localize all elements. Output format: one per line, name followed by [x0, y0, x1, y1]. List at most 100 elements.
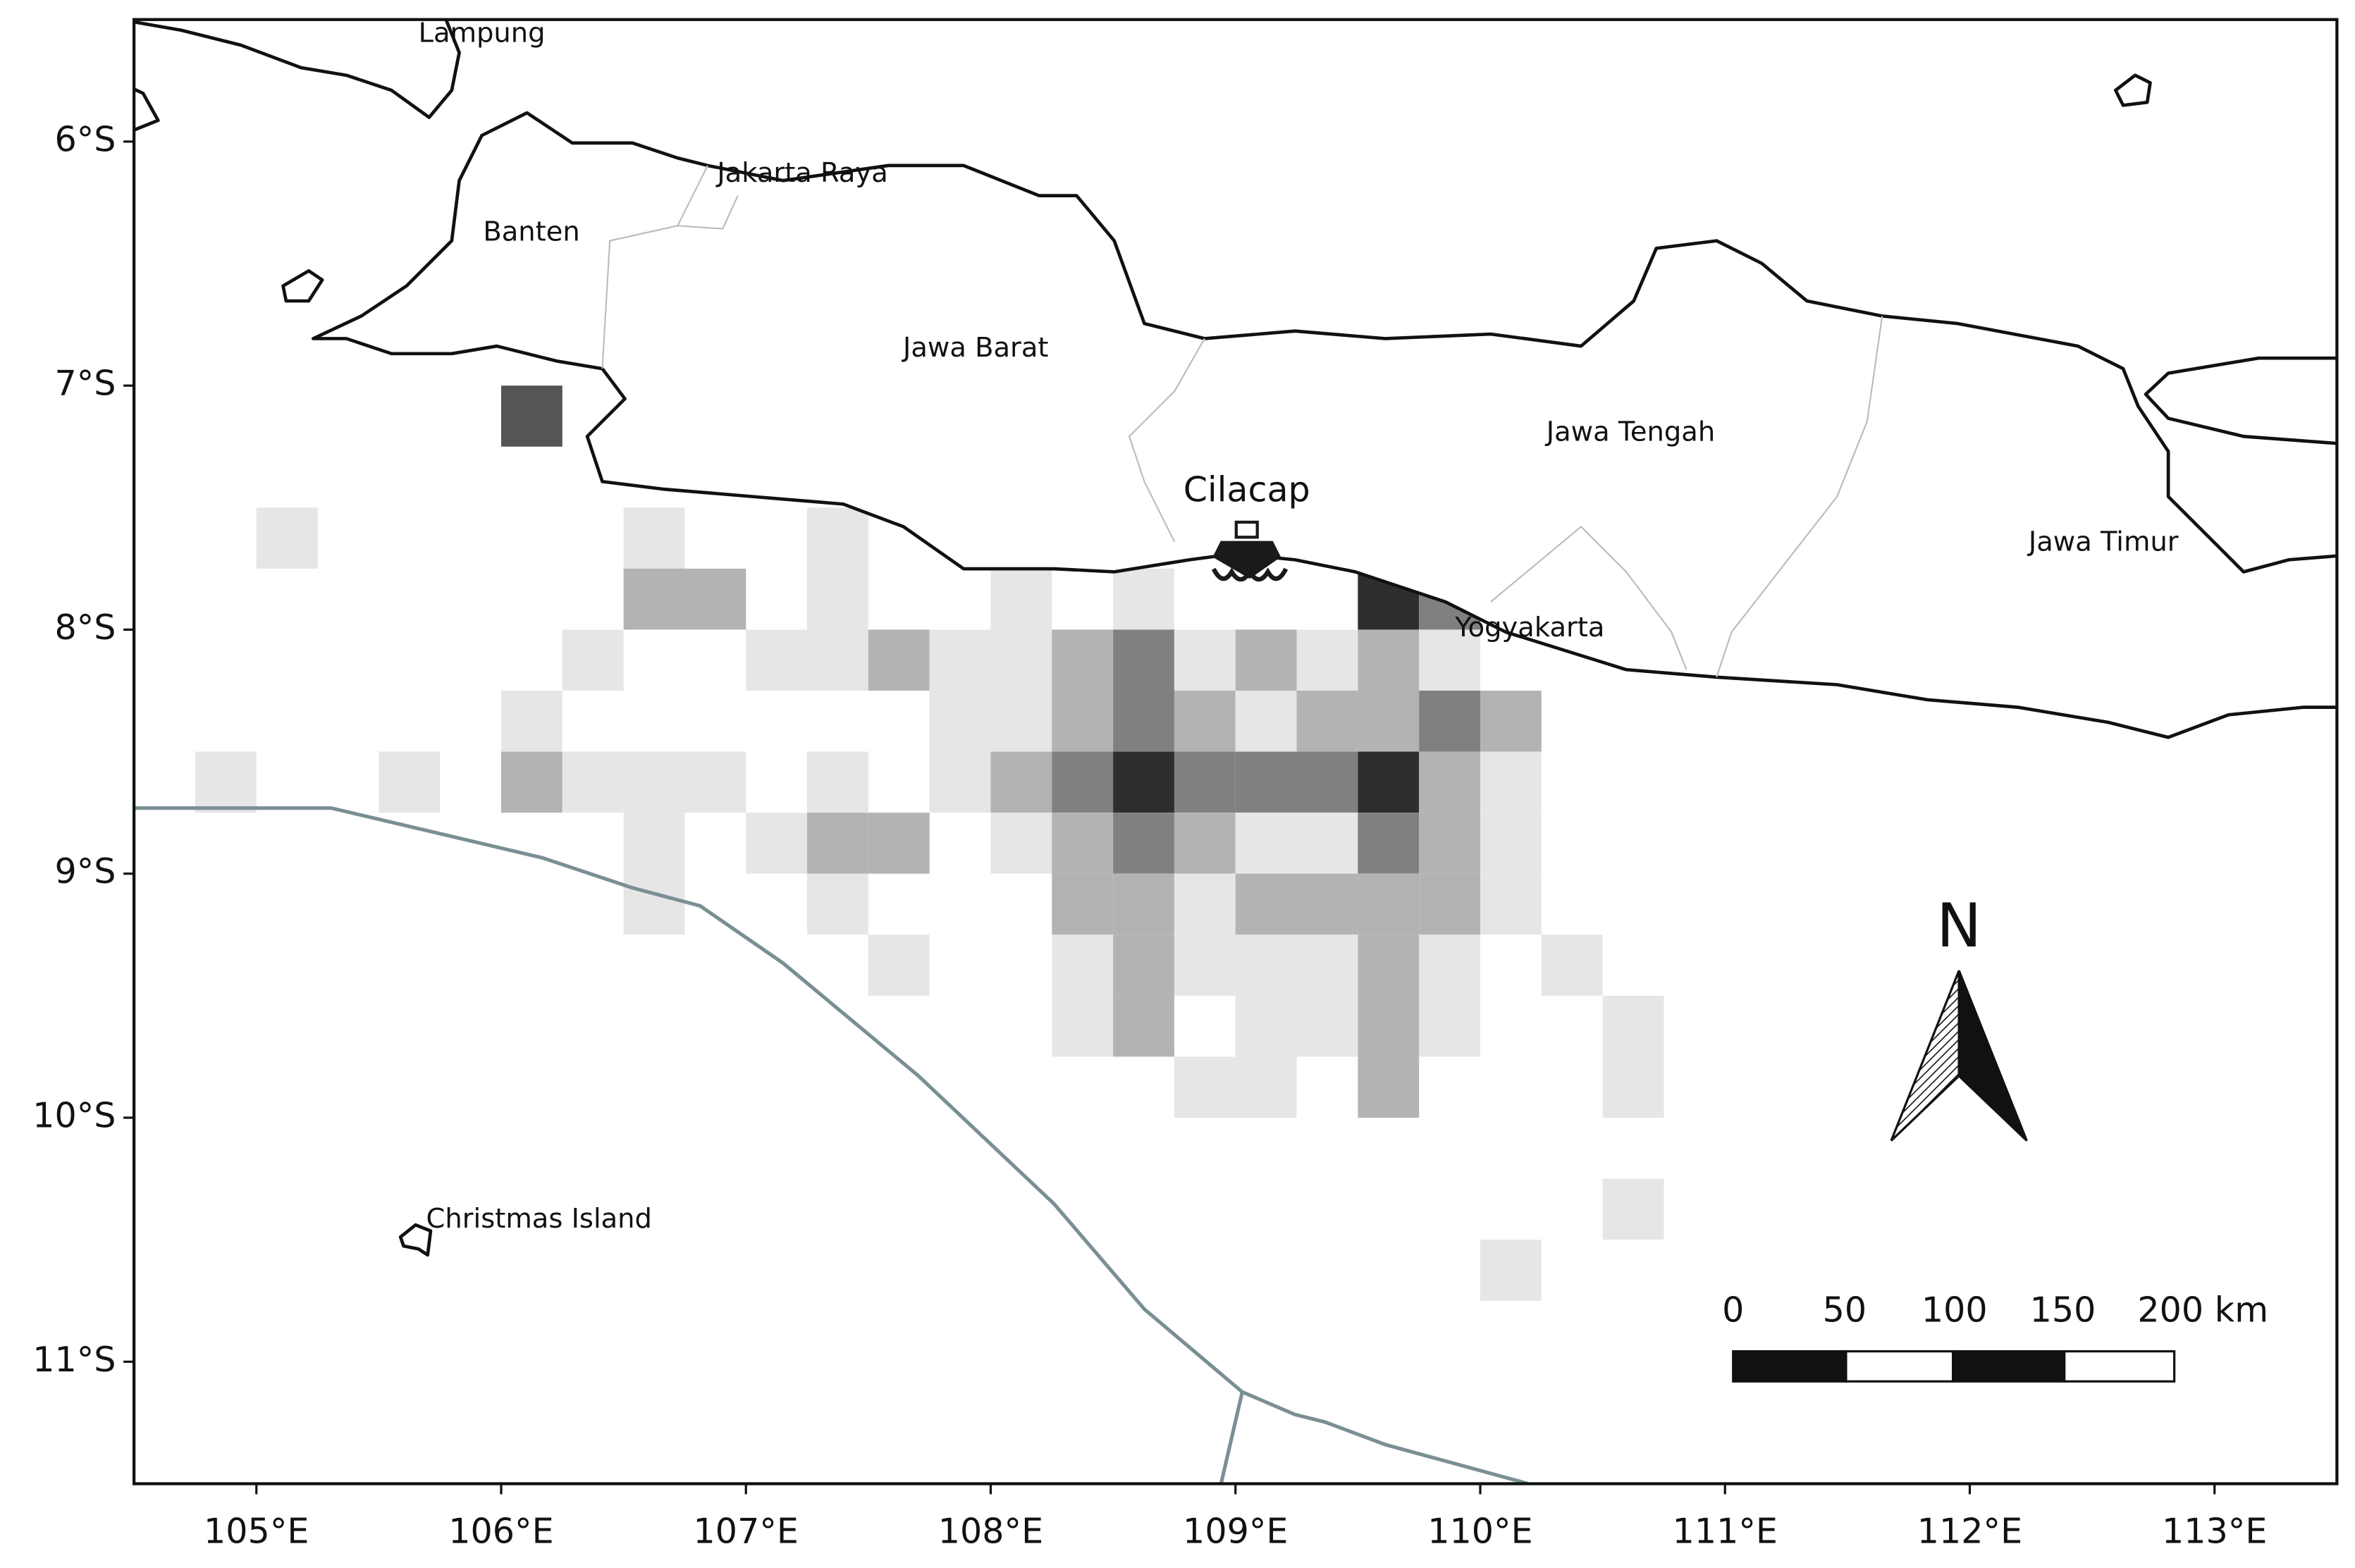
y-tick-label: 11°S [32, 1339, 116, 1380]
region-label: Christmas Island [426, 1203, 652, 1235]
density-cell [1480, 873, 1542, 935]
x-tick-label: 110°E [1427, 1510, 1532, 1551]
scale-label: 0 [1722, 1290, 1744, 1331]
y-tick-label: 9°S [54, 851, 116, 891]
density-cell [807, 813, 868, 874]
density-cell [1541, 934, 1603, 996]
density-cell [1480, 751, 1542, 813]
density-cell [868, 813, 930, 874]
density-cell [1052, 995, 1114, 1057]
x-tick-label: 111°E [1673, 1510, 1778, 1551]
density-cell [195, 751, 257, 813]
density-cell [1602, 1056, 1664, 1118]
region-label: Yogyakarta [1454, 612, 1604, 643]
density-cell [1113, 691, 1174, 752]
bawean [2113, 73, 2152, 107]
density-cell [1358, 1056, 1420, 1118]
density-cell [1296, 995, 1358, 1057]
panaitan [281, 269, 324, 303]
density-cell [623, 873, 685, 935]
density-cell [1174, 934, 1236, 996]
density-cell [1235, 751, 1297, 813]
density-cell [1358, 813, 1420, 874]
density-cell [1113, 873, 1174, 935]
density-cell [500, 691, 562, 752]
density-cell [807, 568, 868, 630]
density-cell [1419, 629, 1480, 691]
density-cell [929, 629, 991, 691]
density-cell [684, 751, 746, 813]
density-cell [1052, 629, 1114, 691]
scale-label: 200 km [2137, 1290, 2268, 1331]
density-cell [1602, 995, 1664, 1057]
eez-line [134, 806, 1529, 1484]
density-cell [746, 813, 808, 874]
density-cell [1052, 934, 1114, 996]
density-cell [1358, 691, 1420, 752]
density-cell [990, 629, 1052, 691]
density-cell [562, 751, 624, 813]
eez-line [1219, 1391, 1244, 1484]
density-cell [1235, 934, 1297, 996]
density-cell [623, 507, 685, 569]
y-tick-label: 6°S [54, 118, 116, 159]
density-cell [1113, 934, 1174, 996]
density-cell [807, 873, 868, 935]
region-label: Jawa Barat [902, 332, 1048, 364]
density-cell [623, 751, 685, 813]
density-cell [1358, 873, 1420, 935]
x-tick-label: 108°E [938, 1510, 1043, 1551]
density-cell [990, 751, 1052, 813]
x-tick-label: 107°E [694, 1510, 799, 1551]
density-cell [1480, 1240, 1542, 1301]
density-cell [1419, 751, 1480, 813]
x-tick-label: 105°E [204, 1510, 309, 1551]
region-label: Jakarta Raya [715, 157, 887, 189]
density-cell [1174, 629, 1236, 691]
density-cell [1358, 934, 1420, 996]
density-cell [990, 813, 1052, 874]
scale-label: 100 [1921, 1290, 1988, 1331]
cell-layer [195, 385, 1664, 1301]
density-cell [1235, 995, 1297, 1057]
density-cell [1480, 813, 1542, 874]
province-border [601, 165, 1883, 678]
port-label: Cilacap [1183, 469, 1310, 510]
density-cell [623, 813, 685, 874]
density-cell [807, 751, 868, 813]
density-cell [623, 568, 685, 630]
density-cell [379, 751, 441, 813]
density-cell [868, 934, 930, 996]
scale-label: 50 [1823, 1290, 1867, 1331]
sumatra [134, 19, 461, 119]
density-cell [256, 507, 318, 569]
density-cell [1235, 1056, 1297, 1118]
density-cell [1419, 873, 1480, 935]
density-cell [1113, 568, 1174, 630]
density-cell [500, 385, 562, 447]
port-icon [1211, 520, 1289, 582]
density-cell [1419, 813, 1480, 874]
region-label: Jawa Timur [2027, 526, 2179, 557]
region-label: Lampung [419, 18, 546, 49]
x-tick-label: 113°E [2162, 1510, 2267, 1551]
density-cell [562, 629, 624, 691]
scale-label: 150 [2030, 1290, 2096, 1331]
density-cell [868, 629, 930, 691]
density-cell [1419, 995, 1480, 1057]
density-cell [1174, 1056, 1236, 1118]
axes: 105°E 106°E 107°E 108°E 109°E 110°E 111°E 112°E… [32, 118, 2267, 1551]
density-cell [1113, 629, 1174, 691]
y-tick-label: 10°S [32, 1095, 116, 1136]
density-cell [990, 568, 1052, 630]
density-cell [1174, 691, 1236, 752]
density-cell [1235, 813, 1297, 874]
x-tick-label: 109°E [1183, 1510, 1288, 1551]
density-cell [1235, 691, 1297, 752]
density-cell [1174, 813, 1236, 874]
density-cell [1296, 751, 1358, 813]
density-cell [1296, 813, 1358, 874]
density-cell [1235, 873, 1297, 935]
density-cell [1174, 751, 1236, 813]
